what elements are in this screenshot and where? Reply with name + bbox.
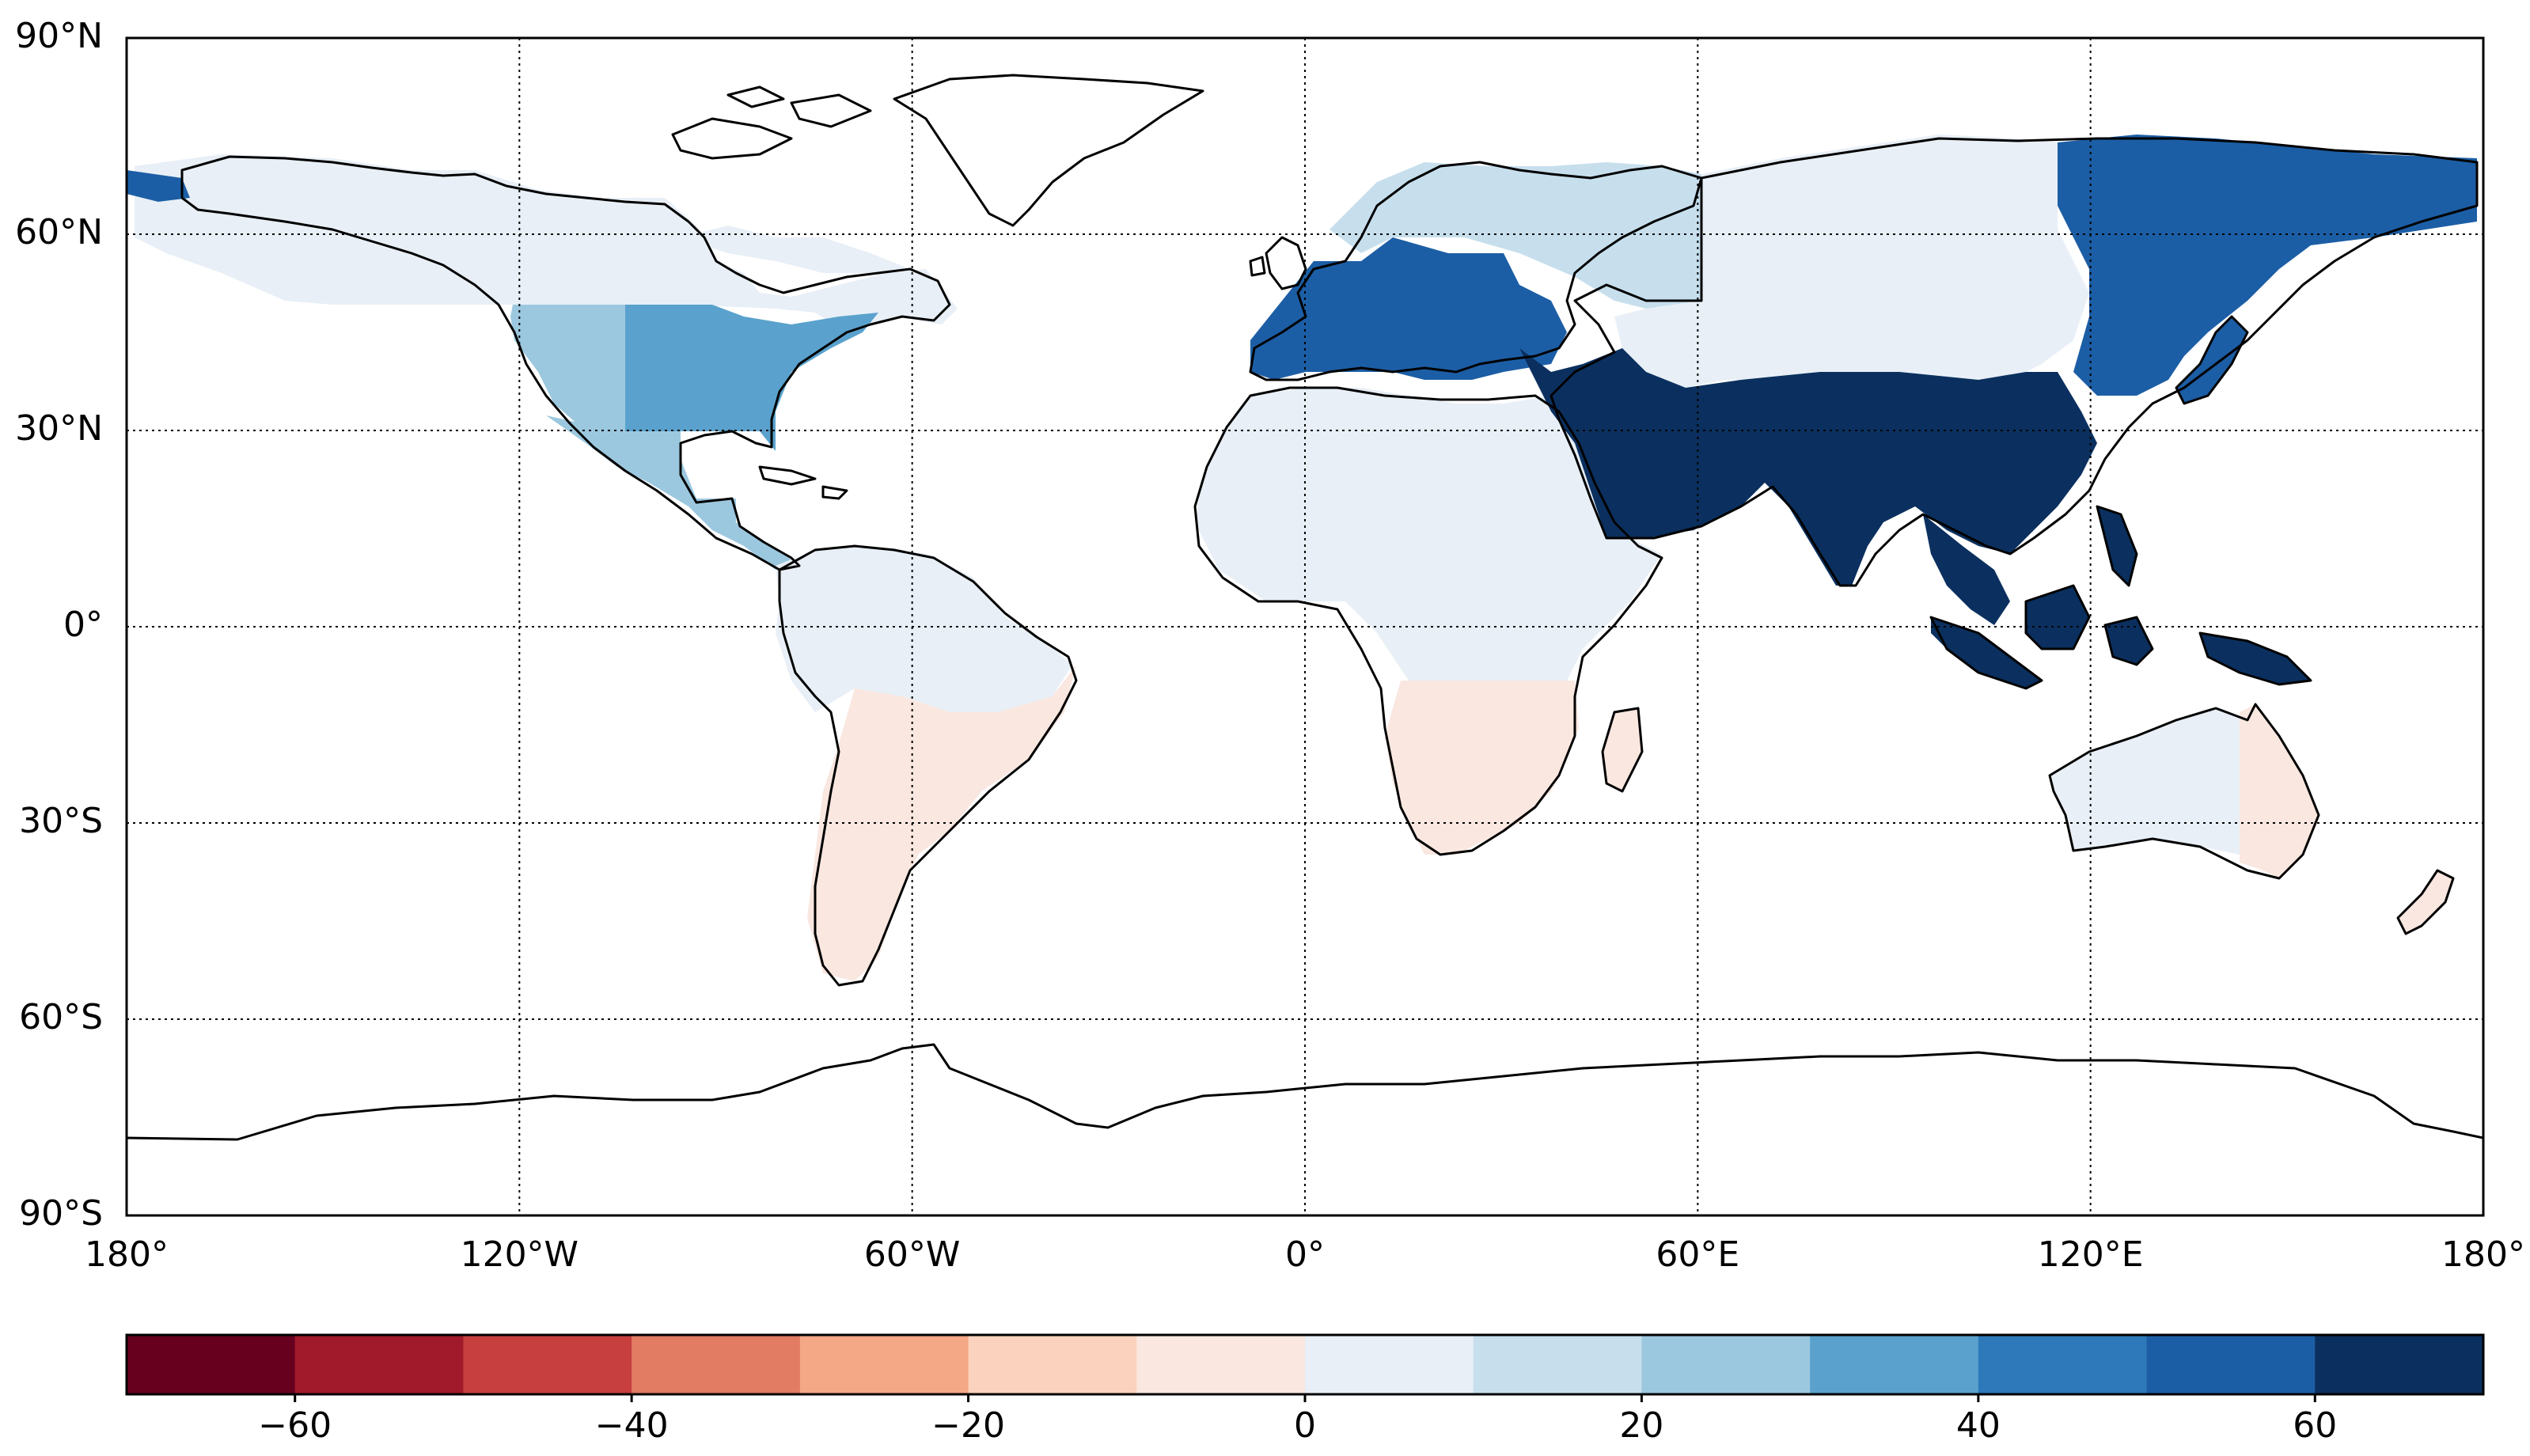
colorbar-swatch	[294, 1335, 464, 1394]
region-new-zealand	[2398, 870, 2453, 934]
coastline-north-america	[180, 155, 951, 571]
region-southern-south-america	[807, 665, 1076, 981]
coastline-europe	[1249, 161, 1703, 381]
coastline-australia	[2048, 703, 2320, 880]
colorbar-tick-label: 20	[1619, 1405, 1663, 1446]
region-philippines	[2097, 506, 2137, 586]
lat-tick-label: 0°	[63, 605, 103, 645]
lon-tick-label: 180°	[85, 1234, 169, 1275]
region-indonesia-west	[1931, 617, 2042, 688]
lon-tick-label: 60°W	[864, 1234, 961, 1275]
region-western-europe	[1250, 237, 1567, 380]
colorbar-swatch	[463, 1335, 632, 1394]
coastline-madagascar	[1601, 707, 1644, 793]
region-scandinavia-eastern-europe	[1329, 162, 1701, 309]
longitude-labels: 180° 120°W 60°W 0° 60°E 120°E 180°	[85, 1234, 2525, 1275]
colorbar-swatches	[127, 1335, 2484, 1394]
region-new-guinea	[2200, 633, 2311, 684]
region-eastern-australia	[2240, 704, 2319, 878]
region-borneo	[2026, 586, 2089, 649]
region-east-asia-siberia	[2058, 135, 2477, 396]
coastline-japan	[2175, 315, 2249, 405]
region-western-australia	[2050, 708, 2247, 855]
colorbar-swatch	[2146, 1335, 2316, 1394]
coastlines	[127, 74, 2483, 1141]
colorbar-tick-label: 0	[1294, 1405, 1316, 1446]
colorbar-tick-label: −20	[931, 1405, 1005, 1446]
colorbar-tick-label: 40	[1956, 1405, 2001, 1446]
region-japan	[2176, 317, 2247, 404]
coastline-caribbean	[758, 465, 848, 500]
lat-tick-label: 90°S	[19, 1193, 103, 1234]
lon-tick-label: 180°	[2441, 1234, 2525, 1275]
region-western-us	[510, 305, 625, 431]
colorbar-swatch	[632, 1335, 801, 1394]
lon-tick-label: 120°E	[2038, 1234, 2144, 1275]
lat-tick-label: 60°N	[15, 212, 103, 252]
map-frame	[125, 36, 2485, 1217]
region-alaska-canada	[135, 154, 958, 332]
colorbar-swatch	[1978, 1335, 2148, 1394]
coastline-asia	[1549, 137, 2479, 587]
coastline-new-zealand	[2396, 869, 2455, 935]
colorbar-swatch	[1305, 1335, 1474, 1394]
region-northern-south-america	[776, 546, 1072, 712]
region-russia-central-asia	[1614, 135, 2089, 396]
coastline-arctic-islands	[671, 85, 872, 160]
region-southeast-asia	[1923, 514, 2010, 625]
region-alaska-canada-east	[681, 226, 910, 273]
lon-tick-label: 0°	[1285, 1234, 1325, 1275]
colorbar-swatch	[799, 1335, 969, 1394]
colorbar-swatch	[1473, 1335, 1642, 1394]
lat-tick-label: 30°N	[15, 408, 103, 449]
region-middle-east-south-asia	[1519, 348, 2097, 586]
coastline-africa	[1193, 386, 1663, 856]
coastline-south-america	[778, 544, 1078, 987]
colorbar-swatch	[968, 1335, 1137, 1394]
colorbar-tick-label: 60	[2293, 1405, 2337, 1446]
lat-tick-label: 60°S	[19, 997, 103, 1037]
colorbar-tick-label: −60	[258, 1405, 332, 1446]
latitude-labels: 90°N 60°N 30°N 0° 30°S 60°S 90°S	[15, 16, 103, 1234]
coastline-antarctica	[127, 1043, 2483, 1141]
coastline-greenland	[893, 74, 1204, 227]
lat-tick-label: 90°N	[15, 16, 103, 56]
lon-tick-label: 60°E	[1656, 1234, 1739, 1275]
region-chukotka-west	[127, 170, 190, 202]
colorbar-swatch	[1136, 1335, 1306, 1394]
colorbar-tick-label: −40	[595, 1405, 669, 1446]
colorbar-swatch	[2315, 1335, 2484, 1394]
region-northern-africa	[1195, 388, 1662, 681]
region-eastern-us	[625, 305, 878, 451]
colorbar-swatch	[1641, 1335, 1811, 1394]
lon-tick-label: 120°W	[461, 1234, 579, 1275]
coastline-southeast-asia-islands	[1929, 505, 2312, 690]
colorbar-swatch	[127, 1335, 296, 1394]
coastline-british-isles	[1249, 236, 1307, 290]
colorbar: −60 −40 −20 0 20 40 60	[125, 1333, 2485, 1446]
colorbar-swatch	[1810, 1335, 1979, 1394]
region-mexico-central-america	[546, 415, 799, 570]
lat-tick-label: 30°S	[19, 801, 103, 841]
region-sulawesi-islands	[2105, 617, 2153, 665]
gridlines	[127, 38, 2483, 1215]
colorbar-ticks: −60 −40 −20 0 20 40 60	[258, 1394, 2337, 1446]
